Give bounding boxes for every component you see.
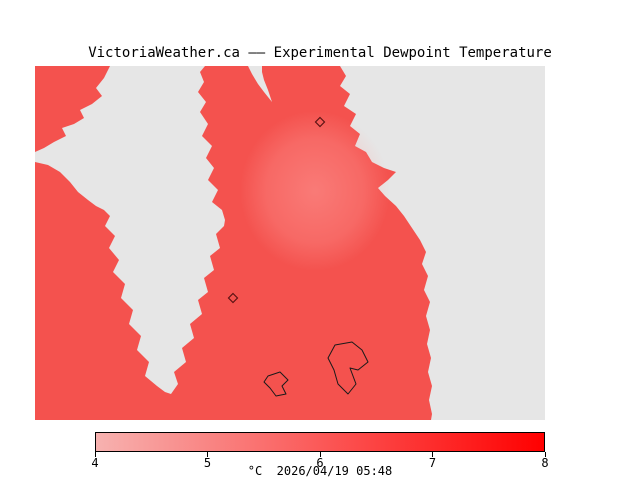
page-title: VictoriaWeather.ca —— Experimental Dewpo… (88, 45, 552, 61)
dewpoint-light-patch (240, 111, 390, 271)
lake-outline-east (327, 341, 369, 395)
colorbar-tick (94, 452, 96, 457)
colorbar-tick (319, 452, 321, 457)
map-canvas (35, 66, 545, 420)
station-marker-north (314, 116, 326, 128)
colorbar-tick (544, 452, 546, 457)
colorbar (95, 432, 545, 452)
colorbar-bar (95, 432, 545, 452)
colorbar-tick-label: 7 (428, 456, 437, 470)
colorbar-gradient (95, 432, 545, 452)
station-marker-south (227, 292, 239, 304)
colorbar-caption: °C 2026/04/19 05:48 (247, 464, 393, 478)
lake-outline-west (263, 371, 289, 397)
colorbar-tick (432, 452, 433, 457)
colorbar-tick-label: 8 (541, 456, 549, 470)
colorbar-tick (207, 452, 208, 457)
landmass-upper-left (35, 66, 110, 152)
colorbar-tick-label: 6 (316, 456, 324, 470)
colorbar-tick-label: 5 (203, 456, 212, 470)
colorbar-tick-label: 4 (91, 456, 99, 470)
dewpoint-map (35, 66, 545, 420)
